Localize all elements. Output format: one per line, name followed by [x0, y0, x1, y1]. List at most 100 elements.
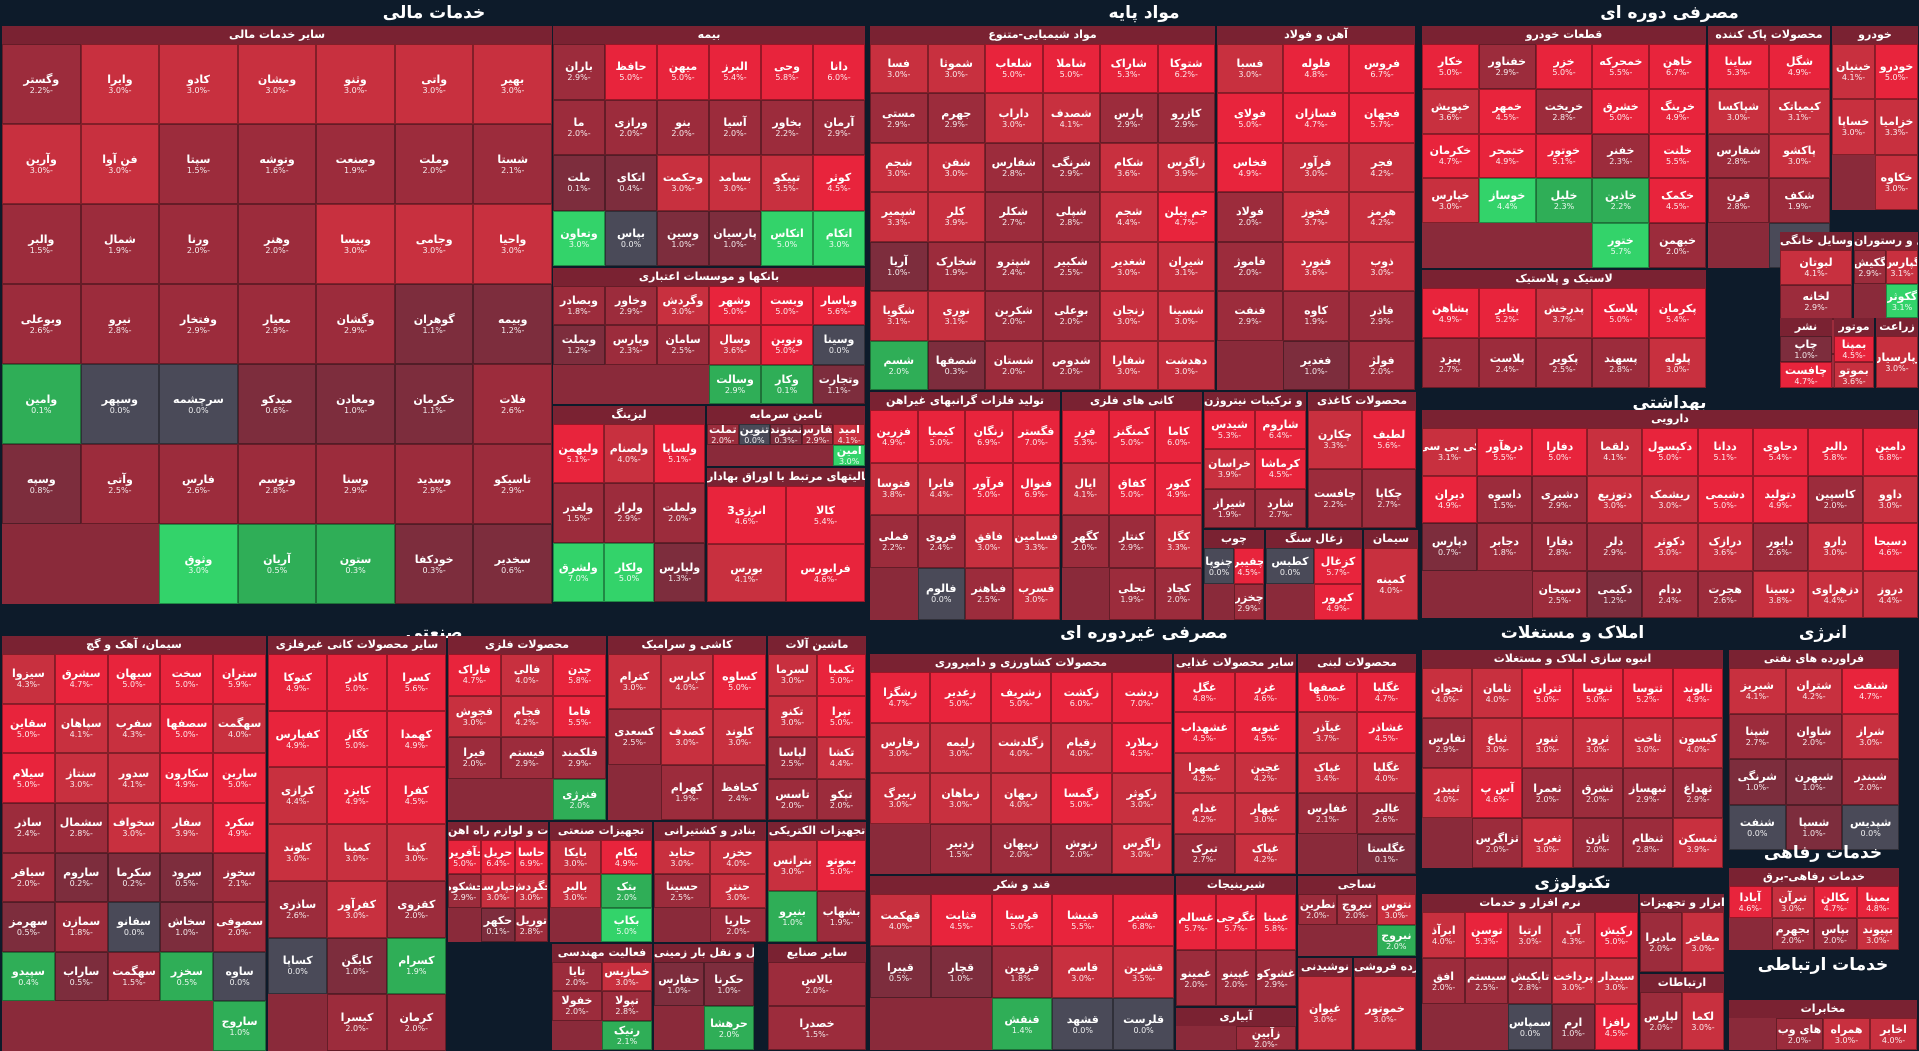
- industry-title[interactable]: سیمان، آهک و گچ: [2, 636, 266, 654]
- stock-tile[interactable]: دالبر -5.8%: [1807, 428, 1863, 476]
- stock-tile[interactable]: لطیف -5.6%: [1362, 410, 1416, 469]
- stock-tile[interactable]: سباقر -2.0%: [2, 852, 55, 903]
- stock-tile[interactable]: خکمک -4.5%: [1649, 178, 1706, 224]
- industry-title[interactable]: آبیاری: [1176, 1008, 1296, 1026]
- stock-tile[interactable]: کاما -6.0%: [1155, 410, 1202, 463]
- stock-tile[interactable]: زکشت -6.0%: [1051, 672, 1112, 723]
- stock-tile[interactable]: فروس -6.7%: [1349, 44, 1415, 94]
- stock-tile[interactable]: لبوتان -4.1%: [1780, 250, 1852, 285]
- stock-tile[interactable]: شفن -3.0%: [927, 142, 985, 193]
- stock-tile[interactable]: دکپسول -5.0%: [1642, 428, 1698, 476]
- stock-tile[interactable]: قپیرا -0.5%: [870, 946, 931, 998]
- stock-tile[interactable]: فلوله -4.8%: [1283, 44, 1349, 94]
- stock-tile[interactable]: توسن -5.3%: [1465, 912, 1509, 958]
- stock-tile[interactable]: چکارن -3.3%: [1308, 410, 1362, 469]
- stock-tile[interactable]: کچاد -2.0%: [1155, 567, 1202, 620]
- stock-tile[interactable]: تکنو -3.0%: [768, 695, 817, 737]
- stock-tile[interactable]: وپاسار -5.6%: [813, 286, 865, 326]
- stock-tile[interactable]: ثباغ -3.0%: [1472, 718, 1523, 768]
- stock-tile[interactable]: گکیش -2.9%: [1854, 250, 1886, 284]
- stock-tile[interactable]: سخوز -2.1%: [213, 852, 266, 903]
- stock-tile[interactable]: فنوال -6.9%: [1012, 462, 1060, 515]
- industry-title[interactable]: نرم افزار و خدمات: [1422, 894, 1638, 912]
- stock-tile[interactable]: ثبیدر -4.0%: [1422, 768, 1473, 818]
- stock-tile[interactable]: ولغدر -1.5%: [553, 483, 604, 543]
- stock-tile[interactable]: فرآور -5.0%: [965, 462, 1013, 515]
- stock-tile[interactable]: وگردش -3.0%: [657, 286, 709, 326]
- industry-title[interactable]: ارتباطات: [1640, 974, 1724, 992]
- stock-tile[interactable]: زنگان -6.9%: [965, 410, 1013, 463]
- stock-tile[interactable]: شکف -1.9%: [1769, 178, 1830, 224]
- stock-tile[interactable]: کسرام 1.9%: [386, 937, 446, 995]
- stock-tile[interactable]: وبیمه -1.2%: [473, 284, 552, 364]
- sector-title[interactable]: خدمات رفاهی: [1763, 843, 1883, 863]
- stock-tile[interactable]: دکوثر -3.0%: [1642, 523, 1698, 571]
- stock-tile[interactable]: شسپا -1.0%: [1785, 804, 1843, 850]
- stock-tile[interactable]: مفاخر -3.0%: [1682, 912, 1724, 972]
- stock-tile[interactable]: دزهراوی -4.4%: [1807, 570, 1863, 618]
- stock-tile[interactable]: کهمدا -4.9%: [386, 710, 446, 768]
- industry-title[interactable]: فعالیتهای مرتبط با اوراق بهادار: [707, 468, 865, 486]
- stock-tile[interactable]: قلرست 0.0%: [1113, 998, 1174, 1050]
- stock-tile[interactable]: تبرک -2.7%: [1174, 833, 1235, 874]
- stock-tile[interactable]: خلنت -5.5%: [1649, 133, 1706, 179]
- industry-title[interactable]: انبوه سازی املاک و مستغلات: [1422, 650, 1723, 668]
- stock-tile[interactable]: زغدیر -5.0%: [930, 672, 991, 723]
- stock-tile[interactable]: تکمبا -5.0%: [817, 654, 866, 696]
- stock-tile[interactable]: پسهند -2.8%: [1592, 338, 1650, 388]
- stock-tile[interactable]: شپمیر -3.3%: [870, 192, 928, 242]
- industry-title[interactable]: سایر محصولات غذایی: [1174, 654, 1296, 672]
- stock-tile[interactable]: دیران -4.9%: [1422, 475, 1478, 523]
- stock-tile[interactable]: خوتور -5.1%: [1535, 133, 1593, 179]
- stock-tile[interactable]: چاپ -1.0%: [1780, 336, 1832, 362]
- stock-tile[interactable]: شاوان -2.0%: [1785, 713, 1843, 759]
- stock-tile[interactable]: بمپنا -4.5%: [1834, 336, 1874, 362]
- stock-tile[interactable]: قرستا -5.0%: [991, 894, 1053, 946]
- stock-tile[interactable]: کپرور -4.9%: [1314, 584, 1362, 620]
- stock-tile[interactable]: کترام -3.0%: [608, 654, 661, 710]
- stock-tile[interactable]: کلوند -3.0%: [268, 824, 328, 881]
- stock-tile[interactable]: حگردش-3.0%: [514, 874, 548, 908]
- stock-tile[interactable]: کرمان -2.0%: [386, 994, 446, 1051]
- stock-tile[interactable]: ثجوان -4.0%: [1422, 668, 1473, 718]
- stock-tile[interactable]: کقزوی -2.0%: [386, 880, 446, 938]
- stock-tile[interactable]: وبملت -1.2%: [553, 325, 605, 365]
- stock-tile[interactable]: غشهداب -4.5%: [1174, 712, 1235, 753]
- stock-tile[interactable]: خوساز 4.4%: [1478, 178, 1536, 224]
- stock-tile[interactable]: شپترو -2.4%: [985, 241, 1043, 292]
- industry-title[interactable]: نساجی: [1298, 876, 1416, 894]
- stock-tile[interactable]: گوهران -1.1%: [394, 284, 474, 364]
- stock-tile[interactable]: کلر -3.9%: [927, 192, 985, 242]
- stock-tile[interactable]: بپیوند -3.0%: [1856, 918, 1899, 950]
- stock-tile[interactable]: شیراز -1.9%: [1204, 488, 1255, 528]
- stock-tile[interactable]: زدبیر -1.5%: [930, 823, 991, 874]
- stock-tile[interactable]: کفرا -4.5%: [386, 767, 446, 825]
- stock-tile[interactable]: شفارس -2.8%: [985, 142, 1043, 193]
- stock-tile[interactable]: حنتر -3.0%: [710, 874, 766, 908]
- stock-tile[interactable]: زمهان -4.0%: [990, 773, 1052, 824]
- stock-tile[interactable]: ایال -4.1%: [1062, 462, 1109, 515]
- stock-tile[interactable]: فن آوا -3.0%: [80, 124, 160, 204]
- stock-tile[interactable]: خریخت -2.8%: [1535, 88, 1593, 134]
- industry-title[interactable]: زغال سنگ: [1266, 530, 1362, 548]
- stock-tile[interactable]: توریل -2.8%: [514, 908, 548, 942]
- stock-tile[interactable]: قهکمت -4.0%: [870, 894, 931, 946]
- stock-tile[interactable]: سهگمت -4.0%: [213, 703, 266, 754]
- stock-tile[interactable]: شکلر -2.7%: [985, 192, 1043, 242]
- stock-tile[interactable]: کازرو -2.9%: [1157, 93, 1215, 143]
- stock-tile[interactable]: زکوثر -3.0%: [1111, 773, 1172, 824]
- stock-tile[interactable]: شجم -3.0%: [870, 142, 928, 193]
- stock-tile[interactable]: کایزد -4.9%: [327, 767, 387, 825]
- stock-tile[interactable]: شپنا -2.7%: [1729, 713, 1786, 759]
- stock-tile[interactable]: بخاور -2.2%: [761, 99, 813, 155]
- industry-title[interactable]: حمل و نقل بار زمینی: [654, 944, 754, 962]
- stock-tile[interactable]: زگلدشت -4.0%: [990, 722, 1052, 773]
- stock-tile[interactable]: ونوین -5.0%: [761, 325, 813, 365]
- stock-tile[interactable]: خشرق -5.0%: [1592, 88, 1650, 134]
- stock-tile[interactable]: بکام -4.9%: [601, 840, 652, 874]
- stock-tile[interactable]: فخوز -3.7%: [1283, 192, 1349, 242]
- stock-tile[interactable]: شاملا -5.0%: [1042, 44, 1100, 94]
- stock-tile[interactable]: فالی -4.0%: [500, 654, 554, 696]
- stock-tile[interactable]: کحافظ -2.4%: [713, 764, 766, 820]
- stock-tile[interactable]: شبریز -4.1%: [1729, 668, 1786, 714]
